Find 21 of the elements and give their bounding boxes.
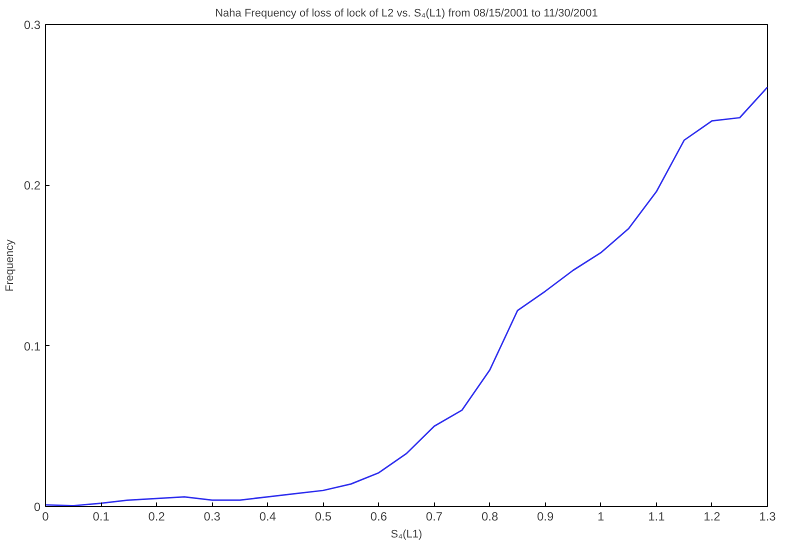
- x-axis-title: S₄(L1): [390, 528, 422, 540]
- x-tick-label: 0.4: [259, 510, 276, 524]
- x-tick-label: 0.2: [148, 510, 166, 524]
- y-tick-label: 0.1: [24, 339, 41, 354]
- x-tick-label: 0.7: [426, 510, 443, 524]
- x-tick-label: 1.1: [648, 510, 666, 524]
- x-tick-label: 0: [42, 510, 50, 524]
- x-tick-label: 0.3: [204, 510, 221, 524]
- x-tick-label: 0.5: [314, 510, 332, 524]
- x-tick-label: 0.1: [92, 510, 110, 524]
- y-tick-label: 0.2: [24, 178, 41, 193]
- x-tick-label: 1: [598, 510, 605, 524]
- chart-title: Naha Frequency of loss of lock of L2 vs. S₄(L1) from 08/15/2001 to 11/30/2001: [215, 8, 598, 20]
- x-tick-label: 0.9: [537, 510, 554, 524]
- y-tick-label: 0.3: [24, 18, 41, 32]
- x-tick-label: 1.3: [759, 510, 776, 524]
- y-axis-title: Frequency: [4, 239, 16, 292]
- y-tick-label: 0: [34, 500, 41, 514]
- x-tick-label: 0.6: [370, 510, 388, 524]
- x-tick-label: 1.2: [704, 510, 721, 524]
- x-tick-label: 0.8: [481, 510, 498, 524]
